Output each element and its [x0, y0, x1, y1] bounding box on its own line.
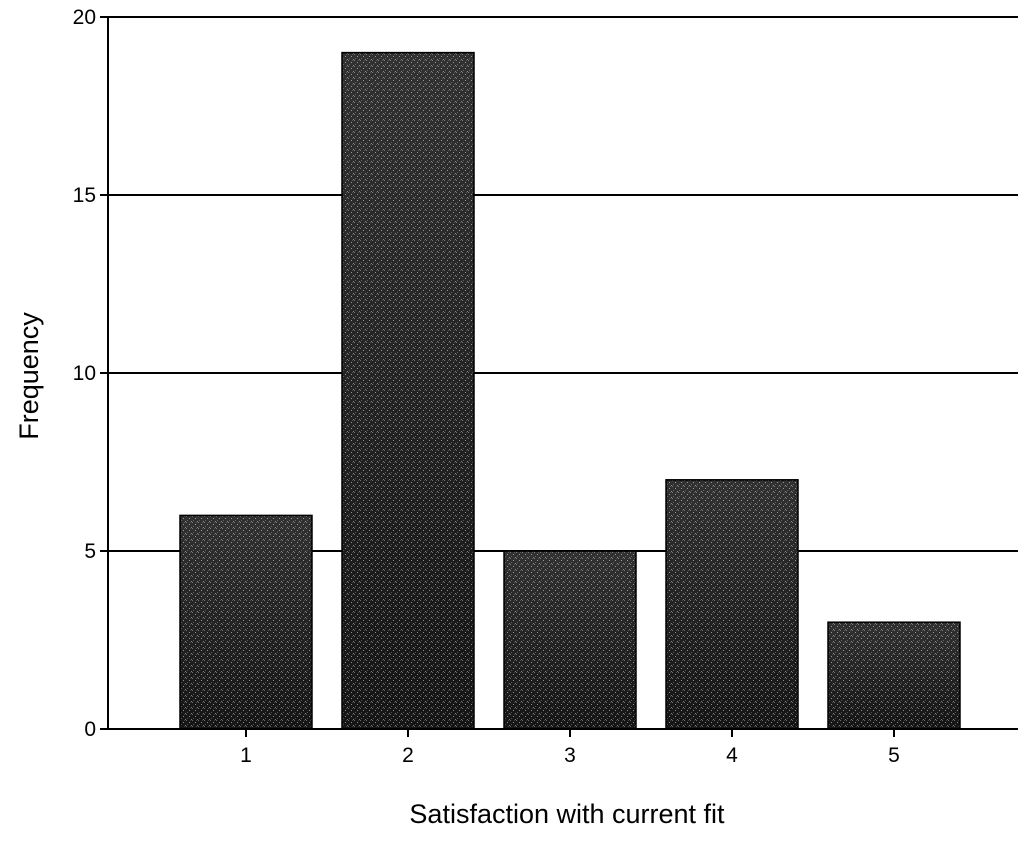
x-axis-title: Satisfaction with current fit	[409, 799, 725, 829]
y-tick-label: 10	[73, 362, 96, 385]
bar-sheen	[667, 480, 797, 728]
y-tick-labels: 0 5 10 15 20	[73, 6, 96, 741]
gridlines	[108, 16, 1018, 552]
y-axis-title: Frequency	[14, 312, 44, 440]
x-tick-label: 3	[564, 744, 576, 767]
bar-sheen	[829, 623, 959, 728]
x-tick-label: 5	[888, 744, 900, 767]
y-tick-label: 15	[73, 184, 96, 207]
x-tick-labels: 1 2 3 4 5	[240, 744, 900, 767]
bar	[179, 514, 313, 730]
y-tick-label: 20	[73, 6, 96, 29]
x-tick-label: 4	[726, 744, 738, 767]
y-tick-label: 0	[84, 718, 96, 741]
axes	[100, 16, 1018, 737]
bar	[827, 621, 961, 730]
bar-sheen	[181, 516, 311, 728]
x-tick-label: 1	[240, 744, 252, 767]
bar-sheen	[343, 53, 473, 729]
bars	[179, 51, 961, 730]
bar	[341, 51, 475, 730]
bar-sheen	[505, 552, 635, 728]
bar	[665, 479, 799, 730]
bar	[503, 550, 637, 730]
x-tick-label: 2	[402, 744, 414, 767]
y-tick-label: 5	[84, 540, 96, 563]
